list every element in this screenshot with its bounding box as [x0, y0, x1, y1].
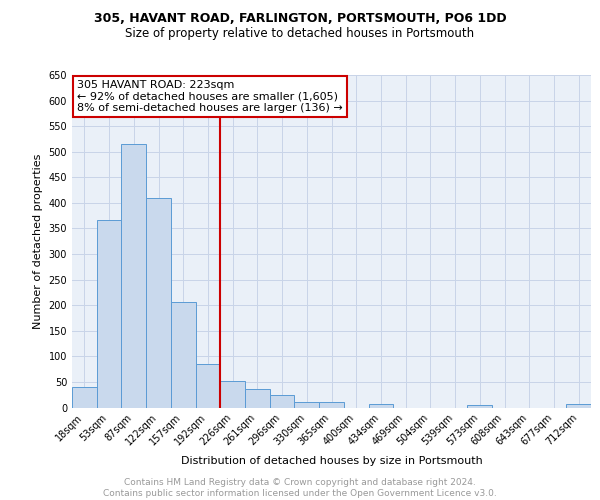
Text: 305 HAVANT ROAD: 223sqm
← 92% of detached houses are smaller (1,605)
8% of semi-: 305 HAVANT ROAD: 223sqm ← 92% of detache…: [77, 80, 343, 113]
Bar: [566, 404, 591, 407]
Bar: [171, 302, 196, 408]
Bar: [245, 388, 270, 407]
Bar: [270, 395, 295, 407]
Bar: [146, 198, 171, 408]
Bar: [467, 405, 492, 407]
X-axis label: Distribution of detached houses by size in Portsmouth: Distribution of detached houses by size …: [181, 456, 482, 466]
Bar: [97, 220, 121, 408]
Bar: [196, 364, 220, 408]
Bar: [220, 381, 245, 407]
Text: 305, HAVANT ROAD, FARLINGTON, PORTSMOUTH, PO6 1DD: 305, HAVANT ROAD, FARLINGTON, PORTSMOUTH…: [94, 12, 506, 26]
Y-axis label: Number of detached properties: Number of detached properties: [33, 154, 43, 329]
Text: Size of property relative to detached houses in Portsmouth: Size of property relative to detached ho…: [125, 28, 475, 40]
Bar: [295, 402, 319, 407]
Bar: [368, 404, 393, 407]
Bar: [319, 402, 344, 407]
Text: Contains HM Land Registry data © Crown copyright and database right 2024.
Contai: Contains HM Land Registry data © Crown c…: [103, 478, 497, 498]
Bar: [121, 144, 146, 408]
Bar: [72, 387, 97, 407]
